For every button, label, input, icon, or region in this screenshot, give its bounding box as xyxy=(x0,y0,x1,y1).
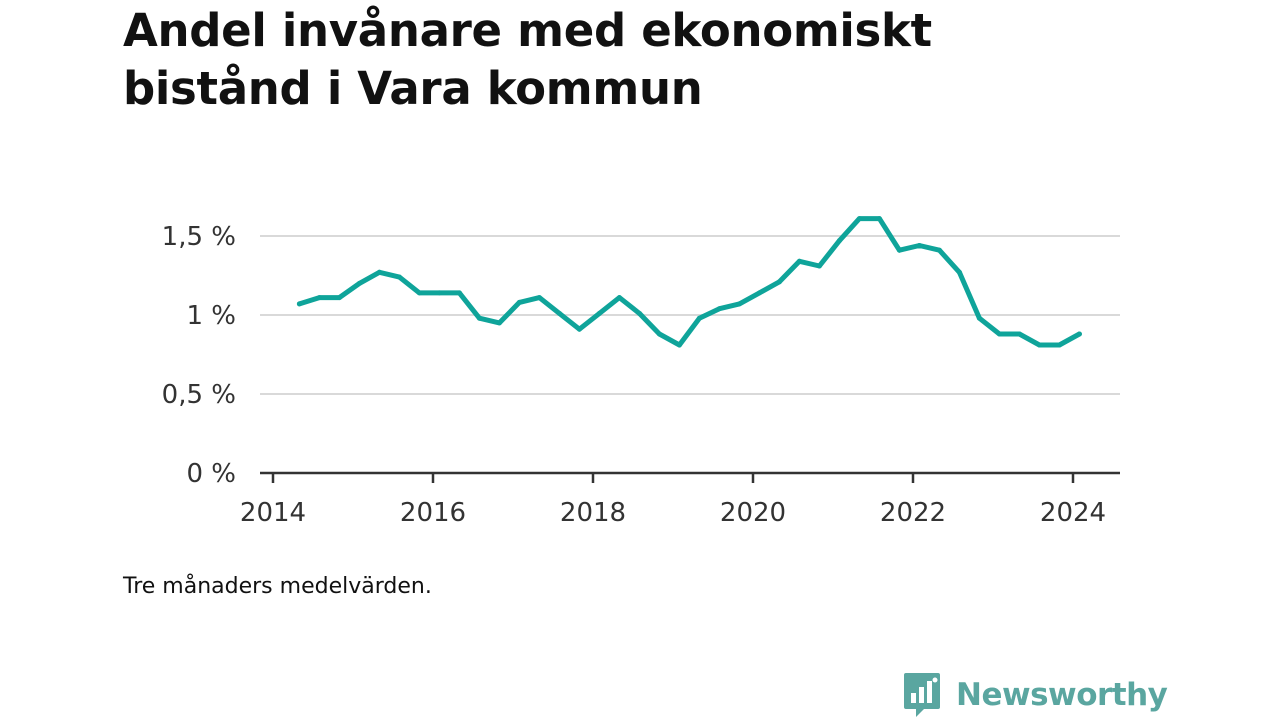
data-point xyxy=(756,290,762,296)
data-point xyxy=(1056,342,1062,348)
chart-title: Andel invånare med ekonomiskt bistånd i … xyxy=(123,4,932,115)
data-point xyxy=(916,243,922,248)
x-axis xyxy=(260,471,1120,483)
data-point xyxy=(636,310,642,316)
data-point xyxy=(836,238,842,244)
x-tick-label: 2022 xyxy=(880,498,946,528)
data-point xyxy=(516,299,522,305)
data-point xyxy=(316,295,322,301)
x-tick-label: 2024 xyxy=(1040,498,1106,528)
data-point xyxy=(976,315,982,321)
data-point xyxy=(676,342,682,348)
y-tick-label: 0,5 % xyxy=(162,380,236,410)
data-point xyxy=(596,310,602,316)
x-tick-label: 2016 xyxy=(400,498,466,528)
data-point xyxy=(556,310,562,316)
data-point xyxy=(476,315,482,321)
data-point xyxy=(1036,342,1042,348)
y-axis-labels: 0 % 0,5 % 1 % 1,5 % xyxy=(162,222,236,489)
chart-note: Tre månaders medelvärden. xyxy=(123,574,432,599)
data-point xyxy=(456,290,462,296)
brand-name: Newsworthy xyxy=(956,677,1168,713)
y-tick-label: 0 % xyxy=(186,459,236,489)
data-point xyxy=(396,274,402,280)
series-line xyxy=(296,216,1082,348)
bar-chart-speech-bubble-icon xyxy=(904,673,940,717)
data-point xyxy=(896,247,902,253)
data-point xyxy=(416,290,422,296)
data-point xyxy=(336,295,342,301)
y-tick-label: 1 % xyxy=(186,301,236,331)
data-point xyxy=(1076,331,1082,337)
data-point xyxy=(996,331,1002,337)
data-point xyxy=(936,247,942,253)
x-tick-label: 2020 xyxy=(720,498,786,528)
data-point xyxy=(536,295,542,301)
series-layer xyxy=(296,216,1082,348)
data-point xyxy=(1016,331,1022,337)
data-point xyxy=(816,263,822,269)
y-tick-label: 1,5 % xyxy=(162,222,236,252)
data-point xyxy=(436,290,442,296)
data-point xyxy=(496,320,502,326)
data-point xyxy=(356,280,362,286)
brand-logo[interactable]: Newsworthy xyxy=(902,670,1168,720)
data-point xyxy=(616,295,622,301)
data-point xyxy=(696,315,702,321)
x-tick-label: 2018 xyxy=(560,498,626,528)
data-point xyxy=(376,269,382,275)
data-point xyxy=(656,331,662,337)
x-axis-labels: 2014 2016 2018 2020 2022 2024 xyxy=(240,498,1106,528)
x-tick-label: 2014 xyxy=(240,498,306,528)
data-point xyxy=(876,216,882,222)
data-point xyxy=(736,301,742,307)
data-point xyxy=(296,301,302,307)
data-point xyxy=(956,269,962,275)
data-point xyxy=(716,306,722,312)
data-point xyxy=(776,279,782,285)
data-point xyxy=(576,326,582,332)
data-point xyxy=(796,258,802,264)
gridlines xyxy=(260,235,1120,395)
data-point xyxy=(856,216,862,222)
